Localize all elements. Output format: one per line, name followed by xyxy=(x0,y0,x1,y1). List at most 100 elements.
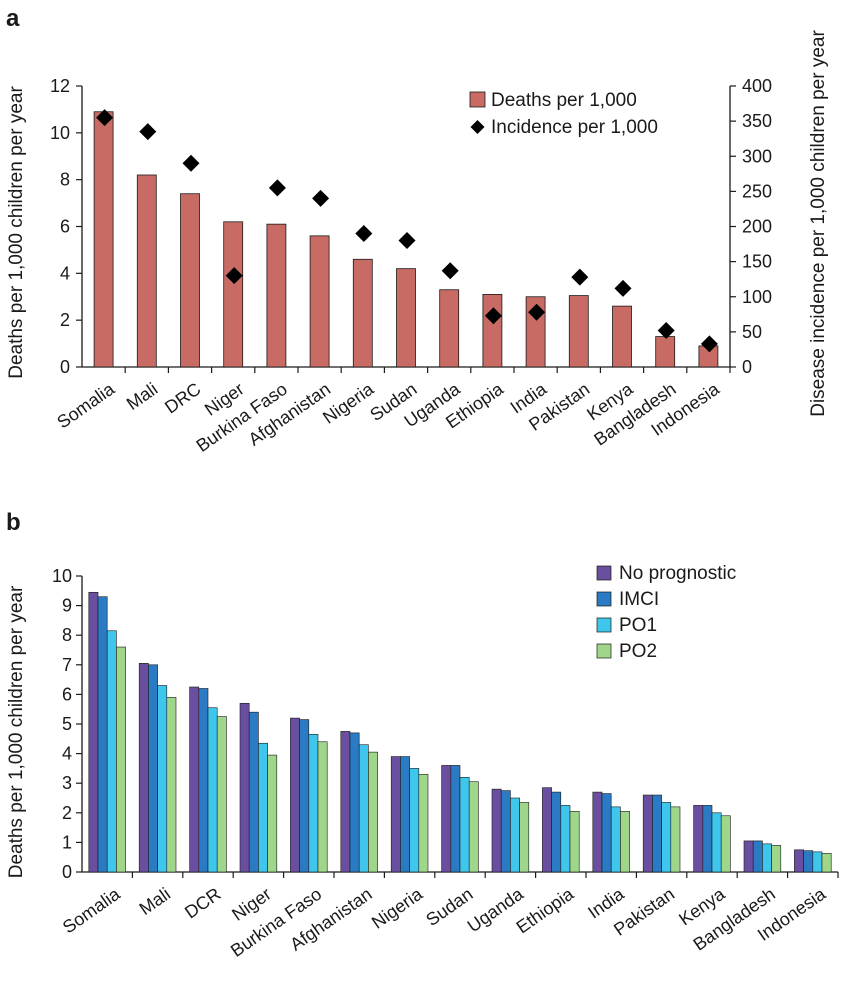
panel-b-bar-po2 xyxy=(569,811,580,873)
panel-a-category-label: Somalia xyxy=(53,378,119,432)
panel-b-bar-po2 xyxy=(771,845,782,873)
panel-b-bar-po2 xyxy=(166,697,177,873)
panel-a-legend-swatch-deaths xyxy=(469,91,486,108)
panel-a-y-right-tick-label: 200 xyxy=(742,217,772,237)
panel-a-bar xyxy=(223,221,244,368)
panel-a-bar xyxy=(482,294,503,368)
panel-b-y-tick-label: 6 xyxy=(62,684,72,704)
panel-a-letter: a xyxy=(6,5,20,32)
panel-b-y-tick-label: 5 xyxy=(62,714,72,734)
panel-b-category-label: DCR xyxy=(181,884,224,923)
panel-b-bar-no-prognostic xyxy=(390,756,401,873)
panel-a-incidence-point xyxy=(484,307,502,325)
panel-a-bar xyxy=(309,235,330,368)
panel-a-incidence-point xyxy=(657,321,675,339)
panel-a-bar xyxy=(612,305,632,368)
panel-a-incidence-point xyxy=(700,335,718,353)
panel-b-bar-po1 xyxy=(560,805,571,873)
panel-b-bar-po1 xyxy=(661,802,672,873)
panel-b-bar-no-prognostic xyxy=(642,794,653,873)
panel-a-bar xyxy=(352,258,373,368)
panel-b-bar-po1 xyxy=(207,707,218,873)
panel-b-y-tick-label: 2 xyxy=(62,803,72,823)
panel-b-bar-imci xyxy=(652,794,662,873)
panel-b-bar-po1 xyxy=(610,806,621,873)
panel-a-y-right-axis-title: Disease incidence per 1,000 children per… xyxy=(808,30,829,417)
panel-b-bar-imci xyxy=(500,790,511,873)
panel-a-category-label: Nigeria xyxy=(319,378,378,428)
panel-a-incidence-point xyxy=(139,123,157,141)
panel-b-bar-no-prognostic xyxy=(138,663,149,873)
panel-b-bar-imci xyxy=(702,805,713,873)
panel-b-bar-po2 xyxy=(468,781,479,873)
panel-b-bar-po2 xyxy=(418,774,429,873)
panel-b-bar-no-prognostic xyxy=(290,717,300,873)
panel-b-bar-po2 xyxy=(720,815,731,873)
panel-b-bar-po1 xyxy=(308,734,319,873)
panel-a-incidence-point xyxy=(571,268,589,286)
panel-a-bar xyxy=(655,336,676,368)
panel-b-bar-imci xyxy=(601,793,612,873)
panel-b-bar-po2 xyxy=(116,646,126,873)
panel-b-bar-imci xyxy=(752,840,763,873)
panel-a-y-tick-label: 12 xyxy=(50,76,70,96)
panel-a-bar xyxy=(396,268,416,368)
panel-a-category-label: Mali xyxy=(123,379,162,414)
panel-b-bar-no-prognostic xyxy=(491,788,502,873)
panel-b-bar-po2 xyxy=(317,741,328,873)
panel-a-y-axis-title: Deaths per 1,000 children per year xyxy=(6,86,27,379)
panel-b-legend-label-po2: PO2 xyxy=(619,641,657,662)
panel-b-y-tick-label: 0 xyxy=(62,862,72,882)
panel-a-y-right-tick-label: 300 xyxy=(742,146,772,166)
panel-b-bar-imci xyxy=(551,791,562,873)
panel-b-bar-po1 xyxy=(812,851,823,873)
panel-b-bar-po1 xyxy=(762,843,772,873)
panel-b-bar-no-prognostic xyxy=(189,686,200,873)
panel-a-y-tick-label: 4 xyxy=(60,263,70,283)
panel-b-bar-imci xyxy=(803,850,814,873)
panel-b-bar-po2 xyxy=(821,853,832,873)
panel-b-y-tick-label: 7 xyxy=(62,655,72,675)
panel-b-y-tick-label: 4 xyxy=(62,744,72,764)
panel-b-letter: b xyxy=(6,509,21,536)
panel-b-bar-po1 xyxy=(106,630,117,873)
panel-b-bar-po1 xyxy=(358,744,369,873)
panel-b-bar-po2 xyxy=(670,806,681,873)
panel-a-y-right-tick-label: 100 xyxy=(742,287,772,307)
panel-a-incidence-point xyxy=(312,189,330,207)
panel-b-bar-imci xyxy=(148,664,158,873)
panel-a-bar xyxy=(136,174,157,368)
panel-a-bar xyxy=(93,111,114,368)
panel-b-legend-label-imci: IMCI xyxy=(619,589,659,610)
panel-a-y-tick-label: 2 xyxy=(60,310,70,330)
panel-b-category-label: Nigeria xyxy=(368,883,427,933)
panel-b-bar-po1 xyxy=(157,685,168,873)
panel-b-bar-imci xyxy=(198,688,209,873)
panel-b-bar-po1 xyxy=(258,742,268,873)
panel-a-chart: a 0 2 4 6 8 10 12 0 50 100 150 200 250 300 350 400 Somali… xyxy=(6,5,829,456)
panel-a-incidence-point xyxy=(225,267,243,285)
panel-b-bar-po2 xyxy=(519,802,530,873)
panel-b-category-label: Mali xyxy=(136,884,175,919)
panel-a-bar xyxy=(266,223,287,368)
panel-a-y-tick-label: 6 xyxy=(60,217,70,237)
panel-a-y-tick-label: 10 xyxy=(50,123,70,143)
panel-a-legend-label-deaths: Deaths per 1,000 xyxy=(491,90,637,111)
panel-b-category-label: Ethiopia xyxy=(513,883,579,937)
panel-b-bar-no-prognostic xyxy=(693,805,704,873)
panel-a-legend-swatch-incidence xyxy=(470,120,485,134)
panel-b-bar-po1 xyxy=(409,768,420,873)
panel-b-bar-po2 xyxy=(620,811,630,873)
panel-a-y-right-tick-label: 350 xyxy=(742,111,772,131)
panel-b-legend-swatch-po2 xyxy=(596,643,612,659)
panel-b-bar-imci xyxy=(400,756,410,873)
panel-a-incidence-point xyxy=(441,262,459,280)
panel-b-y-tick-label: 3 xyxy=(62,773,72,793)
panel-b-y-tick-label: 1 xyxy=(62,832,72,852)
panel-a-legend-label-incidence: Incidence per 1,000 xyxy=(491,117,658,138)
panel-b-bar-imci xyxy=(349,732,360,873)
panel-b-bar-po2 xyxy=(267,754,278,873)
panel-a-bar xyxy=(180,193,200,368)
